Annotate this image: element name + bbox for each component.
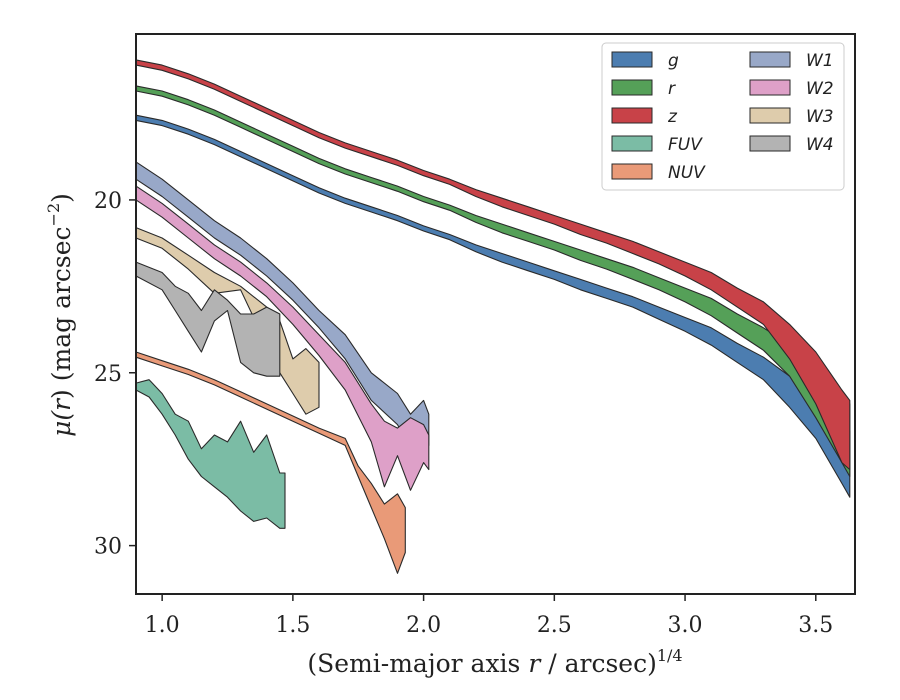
series-band-W3 (135, 227, 320, 415)
x-axis-title-var: r (528, 649, 542, 678)
legend-swatch-W2 (749, 79, 791, 96)
x-tick-label: 1.5 (275, 613, 310, 638)
legend-swatch-W1 (749, 51, 791, 68)
series-band-W4 (135, 261, 281, 377)
x-axis-title-pre: (Semi-major axis (307, 649, 528, 678)
y-axis-title-var: r (47, 397, 76, 411)
legend-label-FUV: FUV (668, 135, 703, 155)
legend-label-W1: W1 (806, 51, 834, 71)
series-band-W2 (135, 185, 430, 491)
x-tick-label: 1.0 (145, 613, 180, 638)
legend-swatch-W4 (749, 135, 791, 152)
legend-items: grz FUV NUV W1 W2 W3 W4 (611, 51, 834, 183)
y-tick-label: 25 (94, 362, 122, 387)
legend-label-r: r (668, 79, 676, 99)
legend-label-g: g (668, 51, 679, 71)
series-band-z (135, 59, 851, 471)
x-tick-label: 2.5 (537, 613, 572, 638)
legend-swatch-z (611, 107, 653, 124)
legend: grz FUV NUV W1 W2 W3 W4 (601, 42, 845, 191)
y-axis-title-mid: ) (mag arcsec (47, 226, 76, 399)
x-tick-label: 2.0 (406, 613, 441, 638)
legend-swatch-FUV (611, 135, 653, 152)
series-band-g (135, 114, 851, 498)
legend-swatch-NUV (611, 163, 653, 180)
y-tick-label: 30 (94, 535, 122, 560)
legend-label-W4: W4 (806, 135, 834, 155)
legend-label-W3: W3 (806, 107, 834, 127)
legend-label-z: z (667, 107, 678, 127)
series-layer (135, 59, 851, 574)
y-tick-label: 20 (94, 189, 122, 214)
legend-swatch-g (611, 51, 653, 68)
tick-layer: 1.0 1.5 2.0 2.5 3.0 3.5 20 25 30 (94, 189, 833, 638)
y-axis-title: μ(r) (mag arcsec−2) (44, 193, 76, 437)
x-axis-title-sup: 1/4 (657, 646, 683, 665)
legend-swatch-W3 (749, 107, 791, 124)
x-axis-title: (Semi-major axis r / arcsec)1/4 (307, 646, 682, 678)
x-axis-title-post: / arcsec) (540, 649, 657, 678)
y-axis-title-post: ) (47, 193, 76, 203)
series-band-r (135, 85, 851, 478)
y-axis-title-pre: μ( (47, 410, 76, 437)
y-axis-title-sup: −2 (44, 203, 63, 227)
legend-label-W2: W2 (806, 79, 834, 99)
series-band-NUV (135, 351, 406, 574)
legend-swatch-r (611, 79, 653, 96)
series-band-FUV (135, 379, 286, 529)
legend-label-NUV: NUV (668, 163, 706, 183)
plot-frame (135, 33, 856, 595)
x-tick-label: 3.5 (798, 613, 833, 638)
x-tick-label: 3.0 (668, 613, 703, 638)
